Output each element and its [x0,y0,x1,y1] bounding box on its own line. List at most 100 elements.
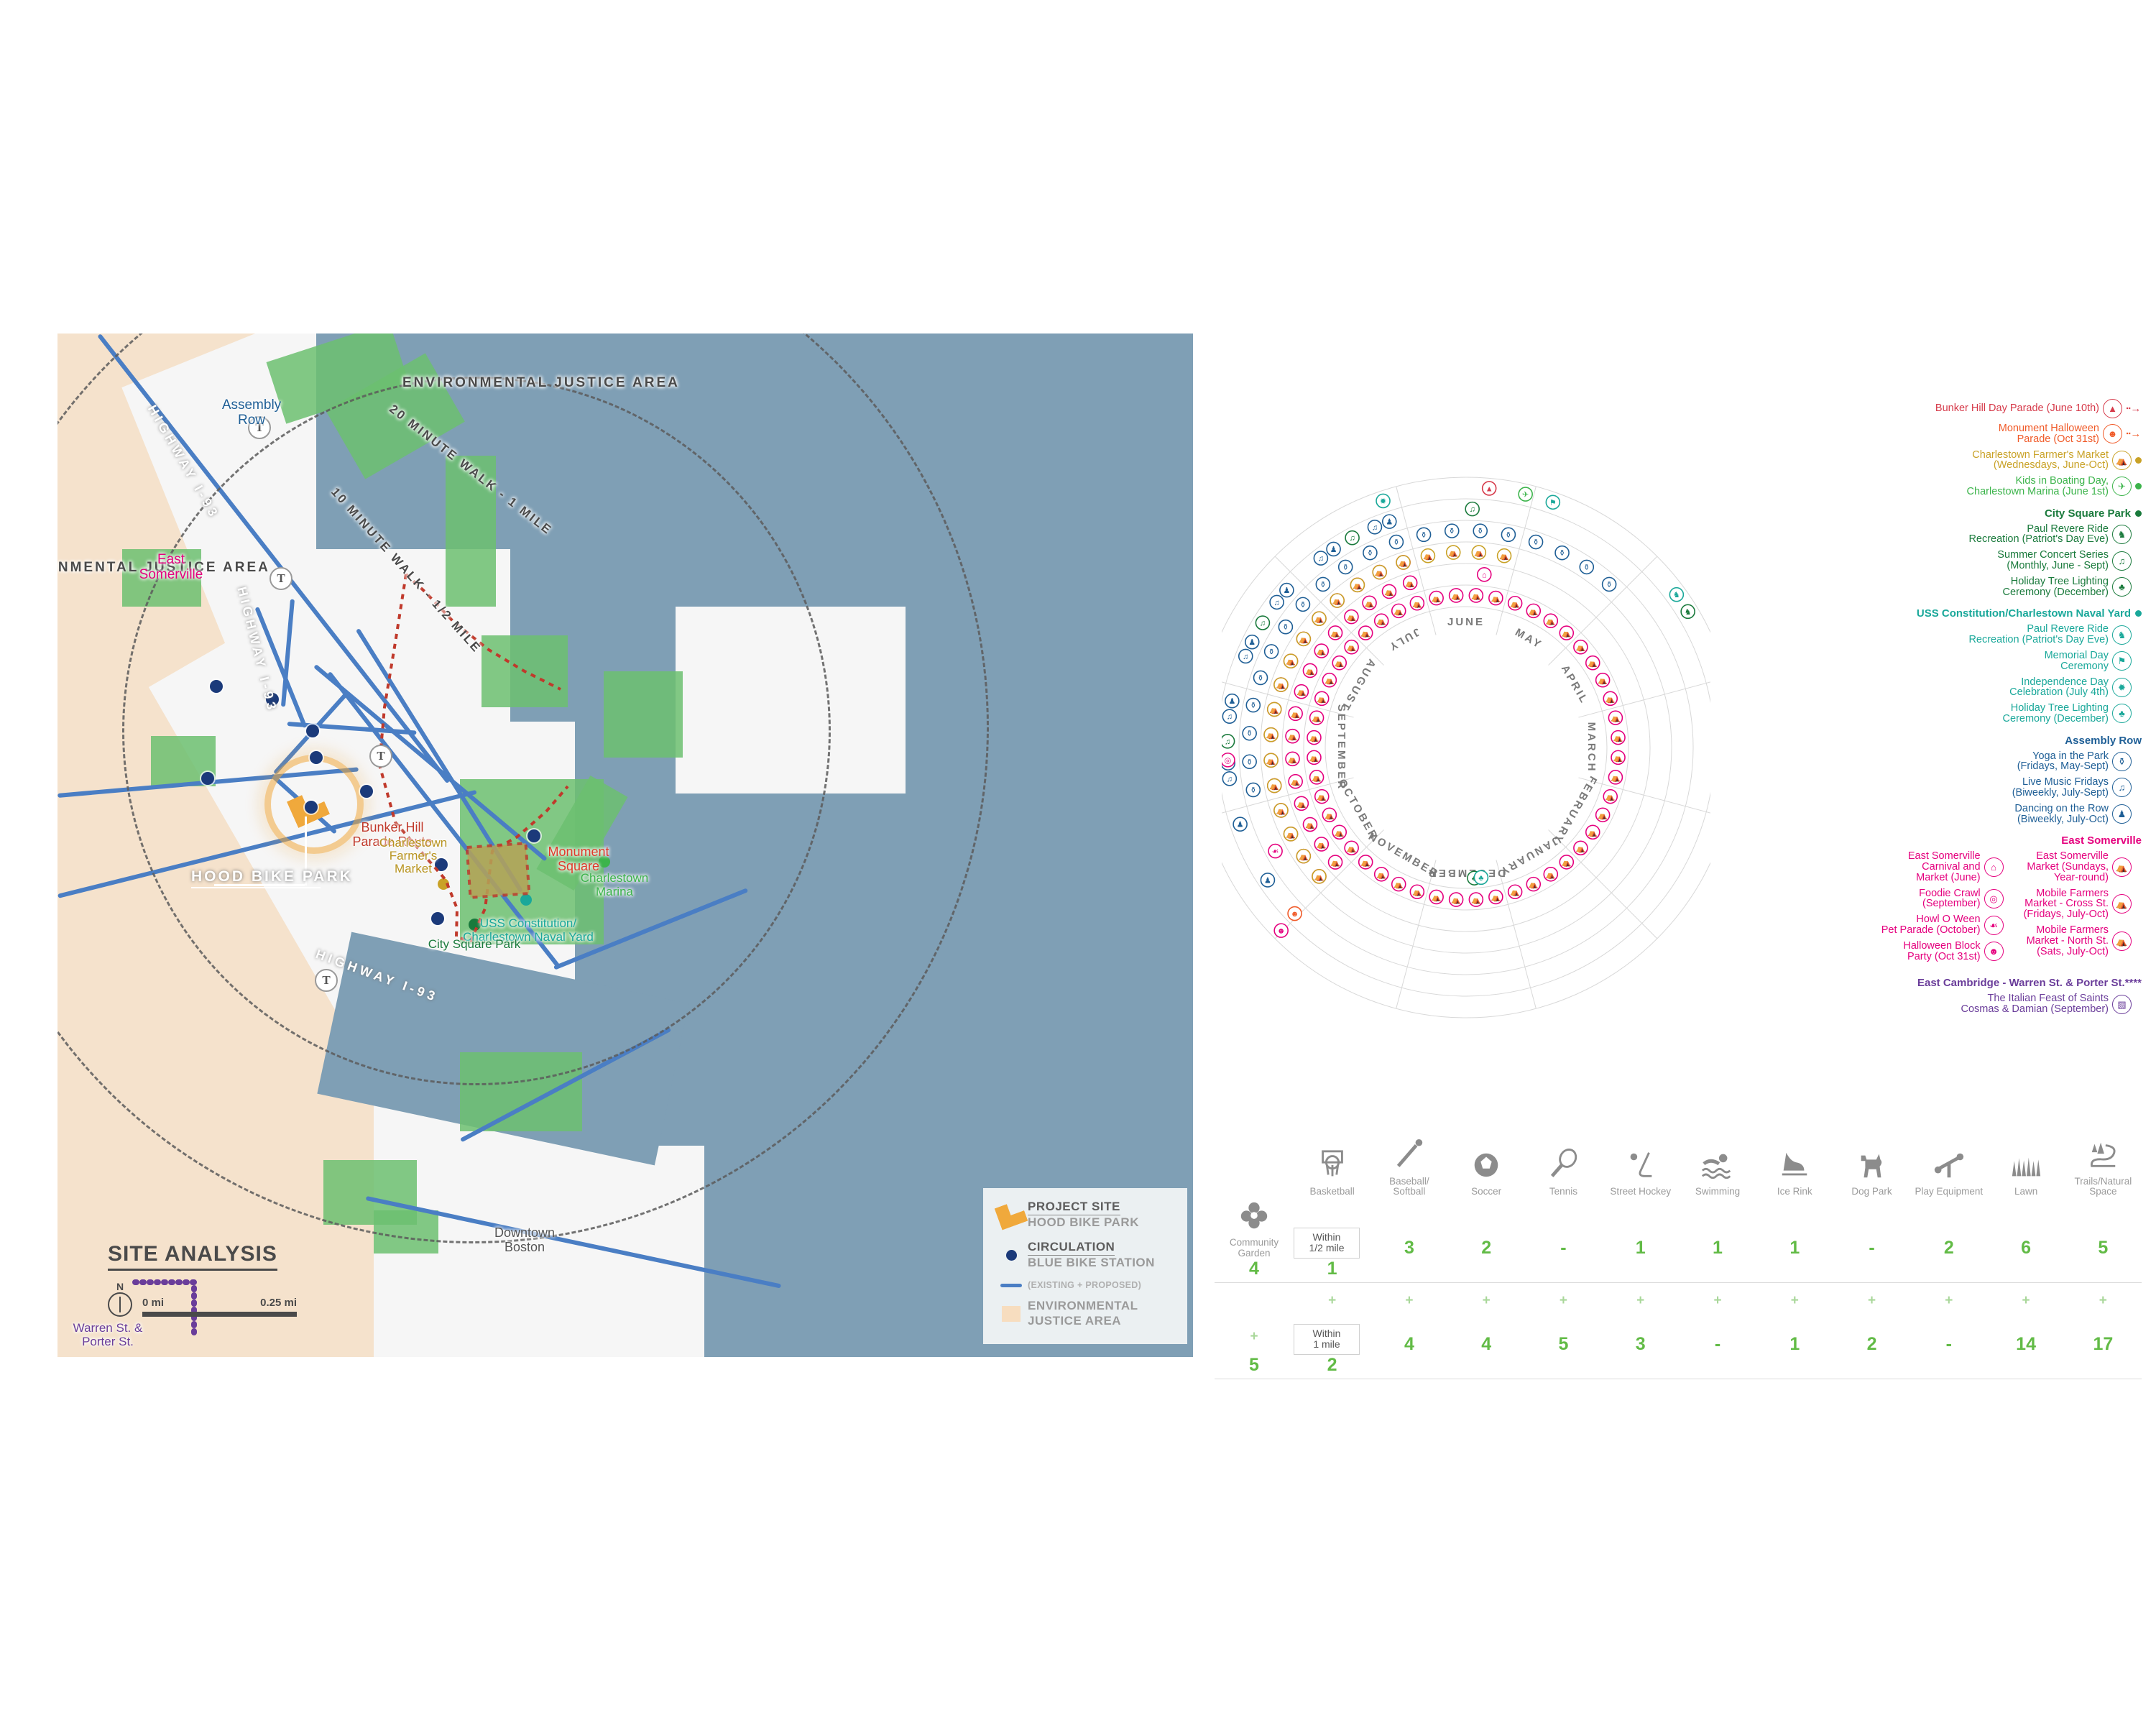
calendar-event-marker[interactable]: ♫ [1367,519,1383,535]
calendar-event-marker[interactable]: ⛺ [1468,892,1484,907]
calendar-event-marker[interactable]: ⚱ [1253,670,1268,686]
calendar-event-marker[interactable]: ☻ [1273,923,1289,938]
calendar-event-marker[interactable]: ⚱ [1295,597,1311,612]
calendar-event-marker[interactable]: ♫ [1222,771,1238,786]
calendar-event-marker[interactable]: ⛺ [1488,590,1503,606]
calendar-event-marker[interactable]: ⛺ [1312,611,1327,626]
calendar-event-marker[interactable]: ⛺ [1543,866,1559,882]
calendar-event-marker[interactable]: ⛺ [1302,663,1318,678]
calendar-event-marker[interactable]: ⛺ [1309,710,1325,725]
blue-bike-station[interactable] [210,680,223,693]
calendar-event-marker[interactable]: ⛺ [1381,584,1397,599]
calendar-event-marker[interactable]: ⛺ [1296,631,1312,647]
calendar-event-marker[interactable]: ♟ [1225,693,1240,709]
calendar-event-marker[interactable]: ⚱ [1579,559,1595,575]
calendar-event-marker[interactable]: ♟ [1233,816,1248,832]
calendar-event-marker[interactable]: ⛺ [1611,730,1626,745]
calendar-event-marker[interactable]: ⛺ [1603,691,1618,707]
calendar-event-marker[interactable]: ⛺ [1314,643,1330,658]
calendar-event-marker[interactable]: ⛺ [1373,613,1389,629]
calendar-event-marker[interactable]: ♣ [1473,870,1489,886]
calendar-event-marker[interactable]: ⛺ [1273,803,1289,818]
calendar-event-marker[interactable]: ⚱ [1388,534,1404,550]
calendar-event-marker[interactable]: ⛺ [1312,869,1327,884]
calendar-event-marker[interactable]: ☙ [1268,843,1283,859]
calendar-event-marker[interactable]: ⛺ [1507,884,1523,900]
calendar-event-marker[interactable]: ⛺ [1285,751,1300,767]
calendar-event-marker[interactable]: ⚱ [1242,725,1257,741]
calendar-event-marker[interactable]: ♫ [1465,501,1480,517]
calendar-event-marker[interactable]: ⛺ [1573,639,1588,655]
blue-bike-station[interactable] [431,912,444,925]
calendar-event-marker[interactable]: ⛺ [1391,603,1406,619]
calendar-event-marker[interactable]: ✈ [1518,487,1533,502]
blue-bike-station[interactable] [528,829,540,842]
calendar-event-marker[interactable]: ⚱ [1473,523,1488,538]
calendar-event-marker[interactable]: ♫ [1345,530,1360,546]
calendar-event-marker[interactable]: ♟ [1326,541,1341,557]
calendar-event-marker[interactable]: ⛺ [1266,778,1282,794]
calendar-event-marker[interactable]: ⛺ [1288,706,1303,722]
calendar-event-marker[interactable]: ⛺ [1332,655,1348,671]
calendar-event-marker[interactable]: ⛺ [1344,639,1359,655]
calendar-event-marker[interactable]: ⛺ [1448,892,1464,907]
calendar-event-marker[interactable]: ⚱ [1444,523,1460,538]
calendar-event-marker[interactable]: ⚱ [1242,754,1257,770]
calendar-event-marker[interactable]: ♫ [1222,709,1238,724]
calendar-event-marker[interactable]: ⛺ [1608,710,1623,725]
calendar-event-marker[interactable]: ⛺ [1445,545,1461,560]
calendar-event-marker[interactable]: ⌂ [1476,567,1492,582]
calendar-event-marker[interactable]: ⛺ [1603,788,1618,804]
calendar-event-marker[interactable]: ⛺ [1344,609,1359,625]
calendar-event-marker[interactable]: ◎ [1222,753,1235,768]
calendar-event-marker[interactable]: ⛺ [1595,672,1611,688]
calendar-event-marker[interactable]: ⛺ [1263,753,1279,768]
calendar-event-marker[interactable]: ⛺ [1559,855,1575,870]
calendar-event-marker[interactable]: ⛺ [1585,655,1600,671]
calendar-event-marker[interactable]: ⛺ [1327,855,1343,870]
calendar-event-marker[interactable]: ⛺ [1263,727,1279,742]
calendar-event-marker[interactable]: ⛺ [1611,750,1626,765]
calendar-event-marker[interactable]: ⛺ [1294,684,1309,699]
calendar-event-marker[interactable]: ⚱ [1554,545,1570,561]
calendar-event-marker[interactable]: ⛺ [1307,750,1322,765]
calendar-event-marker[interactable]: ⛺ [1409,595,1425,611]
blue-bike-station[interactable] [306,724,319,737]
calendar-event-marker[interactable]: ⛺ [1314,837,1330,852]
calendar-event-marker[interactable]: ⛺ [1559,625,1575,640]
calendar-event-marker[interactable]: ⛺ [1526,603,1542,619]
calendar-event-marker[interactable]: ⛺ [1285,728,1300,744]
calendar-event-marker[interactable]: ♫ [1222,734,1235,749]
mbta-station-north[interactable]: T [315,969,338,992]
calendar-event-marker[interactable]: ⛺ [1283,827,1299,842]
calendar-event-marker[interactable]: ⛺ [1468,588,1484,603]
calendar-event-marker[interactable]: ⚱ [1278,619,1294,635]
calendar-event-marker[interactable]: ⛺ [1350,577,1365,593]
calendar-event-marker[interactable]: ⛺ [1294,796,1309,811]
calendar-event-marker[interactable]: ⛺ [1429,590,1444,606]
calendar-event-marker[interactable]: ⛺ [1266,702,1282,717]
calendar-event-marker[interactable]: ⛺ [1526,876,1542,892]
calendar-event-marker[interactable]: ⚱ [1337,559,1353,575]
calendar-event-marker[interactable]: ⛺ [1322,807,1337,823]
calendar-event-marker[interactable]: ♫ [1313,551,1329,566]
calendar-event-marker[interactable]: ⛺ [1448,588,1464,603]
calendar-event-marker[interactable]: ⛺ [1358,625,1373,640]
calendar-event-marker[interactable]: ⛺ [1573,840,1588,856]
calendar-event-marker[interactable]: ⛺ [1373,866,1389,882]
calendar-event-marker[interactable]: ⛺ [1585,824,1600,840]
calendar-event-marker[interactable]: ⛺ [1409,884,1425,900]
calendar-event-marker[interactable]: ⛺ [1471,545,1487,560]
calendar-event-marker[interactable]: ⛺ [1391,876,1406,892]
calendar-event-marker[interactable]: ⛺ [1332,824,1348,840]
calendar-event-marker[interactable]: ⛺ [1358,855,1373,870]
calendar-event-marker[interactable]: ⛺ [1314,788,1330,804]
calendar-event-marker[interactable]: ♞ [1669,586,1685,602]
calendar-event-marker[interactable]: ⛺ [1396,555,1411,570]
blue-bike-station[interactable] [305,801,318,814]
calendar-event-marker[interactable]: ♫ [1269,594,1284,610]
calendar-event-marker[interactable]: ⛺ [1309,770,1325,785]
blue-bike-station[interactable] [266,693,279,706]
calendar-event-marker[interactable]: ⚱ [1416,527,1432,543]
calendar-event-marker[interactable]: ⛺ [1273,677,1289,692]
